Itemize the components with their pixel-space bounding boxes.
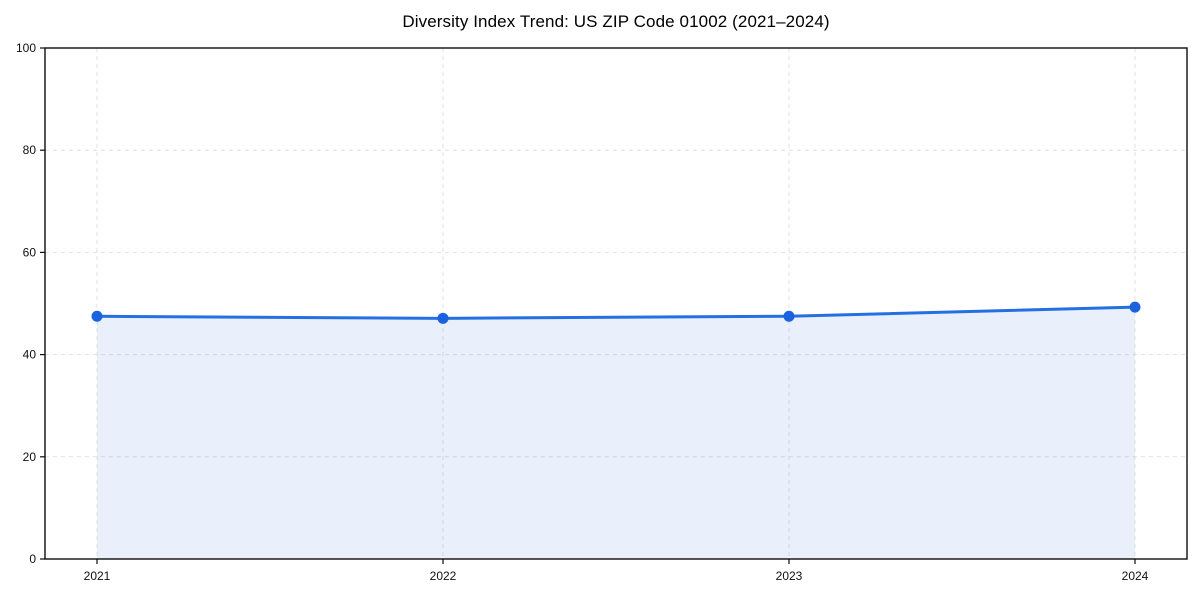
data-point <box>437 312 449 324</box>
data-point <box>91 310 103 322</box>
x-tick-label: 2022 <box>430 569 457 583</box>
area-fill <box>97 307 1135 559</box>
trend-line <box>95 305 1137 320</box>
data-point <box>1129 301 1141 313</box>
plot-border <box>44 47 1188 560</box>
x-tick-label: 2023 <box>776 569 803 583</box>
y-tick-label: 20 <box>23 450 37 464</box>
tick-marks-layer <box>40 47 1136 564</box>
y-tick-label: 100 <box>16 41 36 55</box>
tick-labels-layer: 2021 2022 2023 2024 0 20 40 60 80 100 <box>16 41 1149 583</box>
x-tick-label: 2024 <box>1122 569 1149 583</box>
x-tick-label: 2021 <box>84 569 111 583</box>
y-tick-label: 0 <box>29 552 36 566</box>
data-points-layer <box>91 301 1141 324</box>
y-tick-label: 80 <box>23 143 37 157</box>
data-point <box>783 310 795 322</box>
y-tick-label: 60 <box>23 245 37 259</box>
chart-title: Diversity Index Trend: US ZIP Code 01002… <box>402 12 830 31</box>
y-tick-label: 40 <box>23 348 37 362</box>
